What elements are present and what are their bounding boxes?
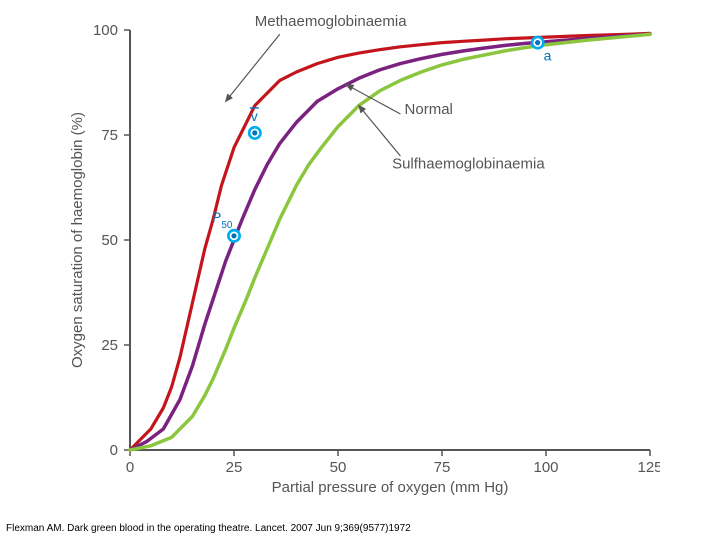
marker-label-p50: P50 [212, 209, 233, 231]
annotation-arrow [226, 34, 280, 101]
svg-text:0: 0 [110, 442, 118, 459]
marker-dot [535, 40, 540, 45]
chart-svg: 0 25 50 75 100 125 0 25 50 75 100 Partial pressure … [60, 10, 660, 505]
svg-text:25: 25 [226, 459, 243, 476]
marker-dot [231, 233, 236, 238]
svg-text:75: 75 [434, 459, 451, 476]
y-axis-label: Oxygen saturation of haemoglobin (%) [69, 112, 86, 368]
marker-dot [252, 130, 257, 135]
svg-text:75: 75 [101, 127, 118, 144]
marker-label-vbar: v [251, 108, 258, 124]
svg-text:100: 100 [93, 22, 118, 39]
svg-text:0: 0 [126, 459, 134, 476]
annotation-label: Normal [405, 101, 453, 118]
svg-text:50: 50 [101, 232, 118, 249]
annotation-arrow [359, 106, 401, 156]
svg-text:100: 100 [533, 459, 558, 476]
x-axis-label: Partial pressure of oxygen (mm Hg) [272, 479, 509, 496]
svg-text:125: 125 [637, 459, 660, 476]
annotation-label: Sulfhaemoglobinaemia [392, 156, 545, 173]
annotation-label: Methaemoglobinaemia [255, 13, 407, 30]
svg-text:50: 50 [330, 459, 347, 476]
citation-text: Flexman AM. Dark green blood in the oper… [6, 523, 411, 534]
marker-label-a: a [544, 48, 552, 64]
svg-text:25: 25 [101, 337, 118, 354]
oxygen-dissociation-chart: 0 25 50 75 100 125 0 25 50 75 100 Partial pressure … [60, 10, 660, 505]
